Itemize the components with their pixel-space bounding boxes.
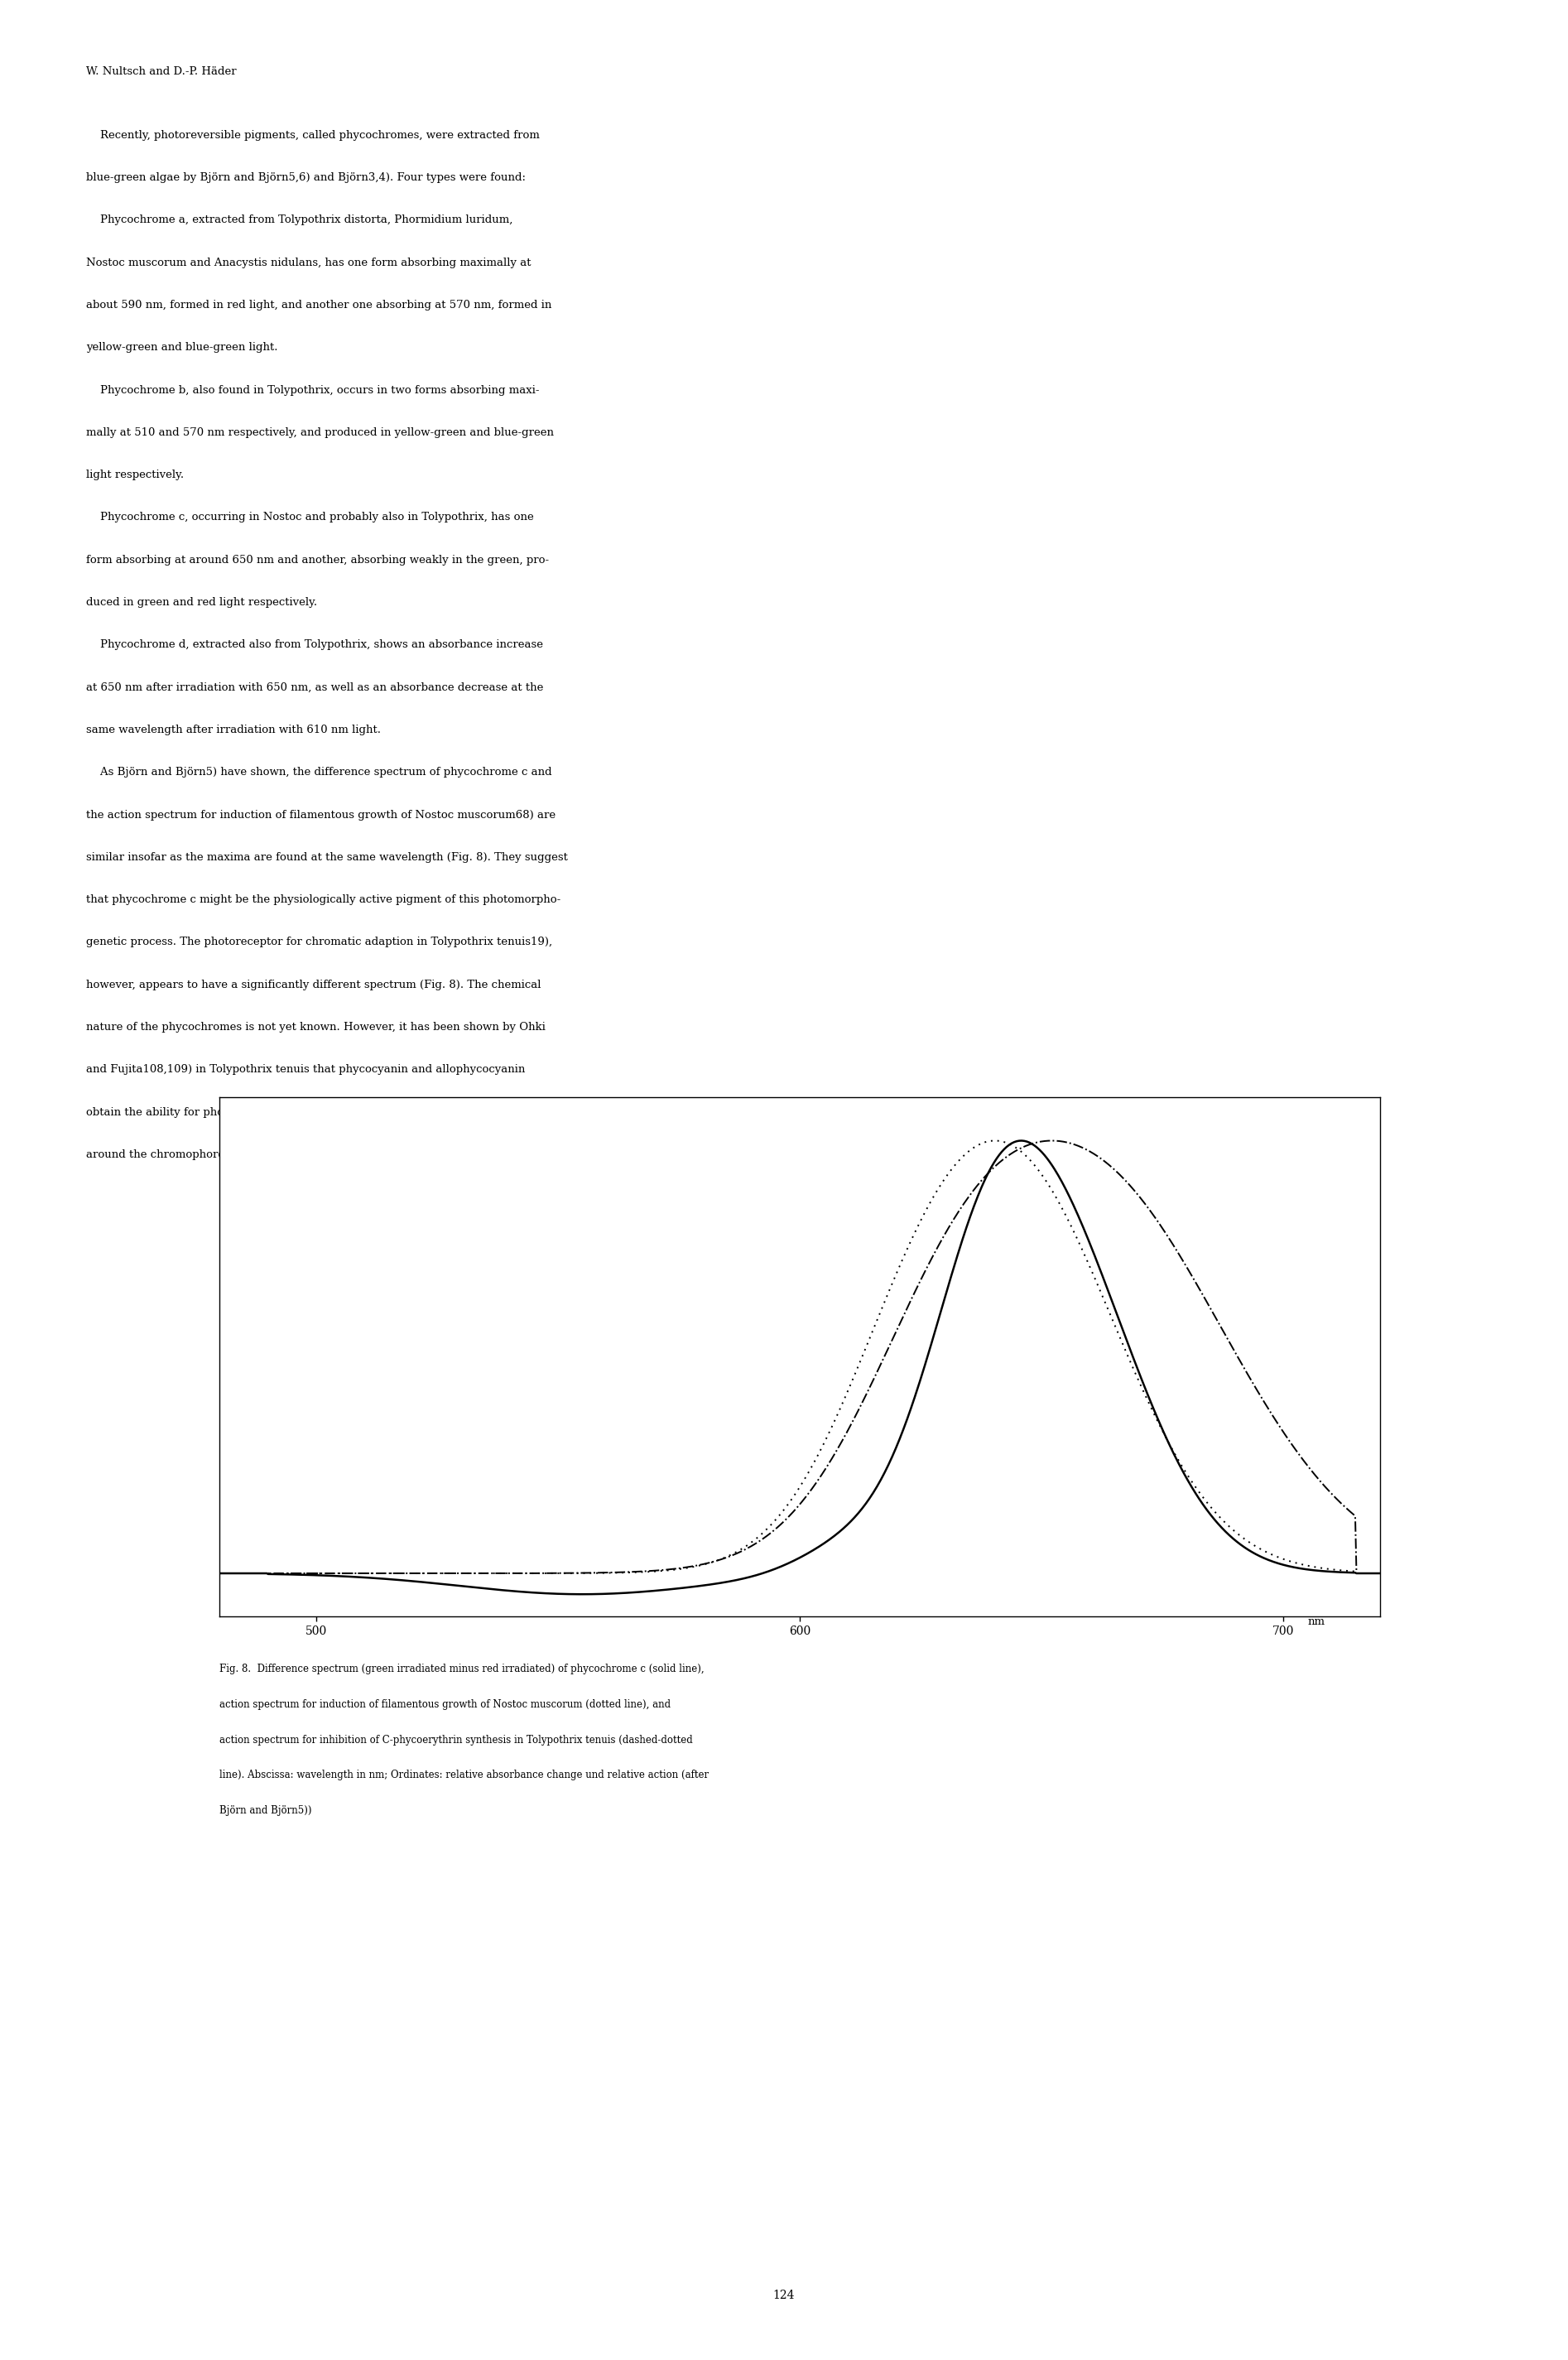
Text: Phycochrome a, extracted from Tolypothrix distorta, Phormidium luridum,: Phycochrome a, extracted from Tolypothri…	[86, 215, 513, 227]
dotted	[290, 1560, 309, 1588]
Text: same wavelength after irradiation with 610 nm light.: same wavelength after irradiation with 6…	[86, 725, 381, 736]
Text: similar insofar as the maxima are found at the same wavelength (Fig. 8). They su: similar insofar as the maxima are found …	[86, 852, 568, 864]
Text: that phycochrome c might be the physiologically active pigment of this photomorp: that phycochrome c might be the physiolo…	[86, 894, 561, 906]
dotted	[1025, 1152, 1044, 1180]
dotted	[986, 1126, 1005, 1154]
Text: blue-green algae by Björn and Björn5,6) and Björn3,4). Four types were found:: blue-green algae by Björn and Björn5,6) …	[86, 172, 525, 184]
solid	[671, 1574, 690, 1602]
Text: line). Abscissa: wavelength in nm; Ordinates: relative absorbance change und rel: line). Abscissa: wavelength in nm; Ordin…	[220, 1770, 709, 1782]
Text: Recently, photoreversible pigments, called phycochromes, were extracted from: Recently, photoreversible pigments, call…	[86, 130, 539, 142]
solid	[1027, 1133, 1046, 1161]
Text: the action spectrum for induction of filamentous growth of Nostoc muscorum68) ar: the action spectrum for induction of fil…	[86, 809, 555, 821]
dashdot	[1143, 1199, 1162, 1227]
dotted	[715, 1543, 734, 1572]
Text: As Björn and Björn5) have shown, the difference spectrum of phycochrome c and: As Björn and Björn5) have shown, the dif…	[86, 767, 552, 779]
solid	[1145, 1395, 1163, 1423]
Line: dotted: dotted	[171, 1140, 1428, 1574]
Text: light respectively.: light respectively.	[86, 470, 183, 481]
solid	[717, 1567, 735, 1595]
solid	[1167, 1444, 1185, 1473]
Text: about 590 nm, formed in red light, and another one absorbing at 570 nm, formed i: about 590 nm, formed in red light, and a…	[86, 300, 552, 312]
dashdot	[1043, 1126, 1062, 1154]
dashdot	[715, 1543, 734, 1572]
solid	[290, 1560, 309, 1588]
Text: Björn and Björn5)): Björn and Björn5))	[220, 1805, 312, 1817]
solid	[1013, 1126, 1032, 1154]
Text: nm: nm	[1308, 1617, 1325, 1628]
Text: form absorbing at around 650 nm and another, absorbing weakly in the green, pro-: form absorbing at around 650 nm and anot…	[86, 555, 549, 566]
solid	[1419, 1560, 1438, 1588]
dotted	[1419, 1560, 1438, 1588]
Text: at 650 nm after irradiation with 650 nm, as well as an absorbance decrease at th: at 650 nm after irradiation with 650 nm,…	[86, 682, 544, 694]
Text: Phycochrome b, also found in Tolypothrix, occurs in two forms absorbing maxi-: Phycochrome b, also found in Tolypothrix…	[86, 385, 539, 396]
dotted	[1167, 1440, 1185, 1468]
Line: solid: solid	[171, 1140, 1428, 1595]
dashdot	[162, 1560, 180, 1588]
Text: Phycochrome d, extracted also from Tolypothrix, shows an absorbance increase: Phycochrome d, extracted also from Tolyp…	[86, 640, 543, 651]
Text: Nostoc muscorum and Anacystis nidulans, has one form absorbing maximally at: Nostoc muscorum and Anacystis nidulans, …	[86, 257, 532, 269]
Text: W. Nultsch and D.-P. Häder: W. Nultsch and D.-P. Häder	[86, 66, 237, 78]
Text: around the chromophore site, is modified.: around the chromophore site, is modified…	[86, 1149, 318, 1161]
Line: dashdot: dashdot	[171, 1140, 1428, 1574]
Text: nature of the phycochromes is not yet known. However, it has been shown by Ohki: nature of the phycochromes is not yet kn…	[86, 1022, 546, 1034]
Text: action spectrum for induction of filamentous growth of Nostoc muscorum (dotted l: action spectrum for induction of filamen…	[220, 1699, 671, 1711]
Text: however, appears to have a significantly different spectrum (Fig. 8). The chemic: however, appears to have a significantly…	[86, 979, 541, 991]
dashdot	[1167, 1234, 1185, 1263]
Text: yellow-green and blue-green light.: yellow-green and blue-green light.	[86, 342, 278, 354]
solid	[574, 1581, 593, 1610]
dotted	[162, 1560, 180, 1588]
dashdot	[670, 1555, 688, 1584]
dashdot	[1419, 1560, 1438, 1588]
dashdot	[1025, 1128, 1044, 1156]
Text: 124: 124	[773, 2289, 795, 2301]
Text: and Fujita108,109) in Tolypothrix tenuis that phycocyanin and allophycocyanin: and Fujita108,109) in Tolypothrix tenuis…	[86, 1064, 525, 1076]
dotted	[1143, 1397, 1162, 1425]
Text: duced in green and red light respectively.: duced in green and red light respectivel…	[86, 597, 317, 609]
Text: mally at 510 and 570 nm respectively, and produced in yellow-green and blue-gree: mally at 510 and 570 nm respectively, an…	[86, 427, 554, 439]
Text: Fig. 8.  Difference spectrum (green irradiated minus red irradiated) of phycochr: Fig. 8. Difference spectrum (green irrad…	[220, 1664, 704, 1676]
Text: obtain the ability for photoresponsiveness when their protein conformation, prob: obtain the ability for photoresponsivene…	[86, 1107, 558, 1119]
dashdot	[290, 1560, 309, 1588]
Text: action spectrum for inhibition of C-phycoerythrin synthesis in Tolypothrix tenui: action spectrum for inhibition of C-phyc…	[220, 1735, 693, 1746]
Text: genetic process. The photoreceptor for chromatic adaption in Tolypothrix tenuis1: genetic process. The photoreceptor for c…	[86, 937, 552, 949]
dotted	[670, 1555, 688, 1584]
solid	[162, 1560, 180, 1588]
Text: Phycochrome c, occurring in Nostoc and probably also in Tolypothrix, has one: Phycochrome c, occurring in Nostoc and p…	[86, 512, 535, 524]
